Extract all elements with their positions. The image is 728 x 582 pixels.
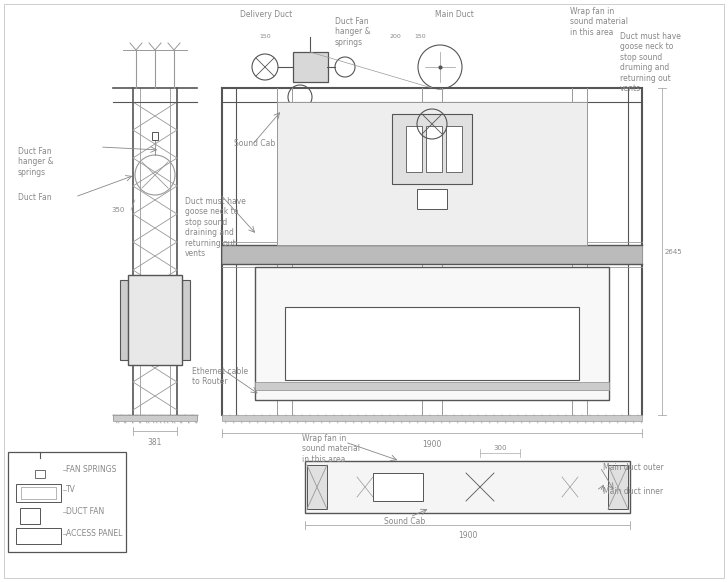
Text: 200: 200	[389, 34, 401, 40]
Bar	[20, 508, 40, 524]
Text: Sound Cab: Sound Cab	[234, 140, 275, 148]
Text: Ethernet cable
to Router: Ethernet cable to Router	[192, 367, 248, 386]
Bar	[392, 114, 472, 184]
Bar	[8, 452, 126, 552]
Bar	[120, 280, 128, 360]
Text: Wrap fan in
sound material
in this area: Wrap fan in sound material in this area	[302, 434, 360, 464]
Bar	[113, 415, 197, 421]
Bar	[417, 189, 447, 209]
Bar	[406, 126, 422, 172]
Bar	[307, 465, 327, 509]
Bar	[373, 473, 423, 501]
Text: 150: 150	[259, 34, 271, 40]
Bar	[136, 352, 174, 362]
Bar	[136, 300, 174, 350]
Bar	[277, 102, 587, 245]
Text: ACCESS PANEL: ACCESS PANEL	[66, 530, 122, 538]
Bar	[152, 132, 158, 140]
Text: TV: TV	[66, 485, 76, 495]
Text: Main duct inner: Main duct inner	[603, 488, 663, 496]
Text: Sound Cab: Sound Cab	[384, 517, 426, 527]
Bar	[182, 280, 190, 360]
Bar	[21, 487, 56, 499]
Bar	[293, 52, 328, 82]
Text: 150: 150	[414, 34, 426, 40]
Text: 300: 300	[494, 445, 507, 451]
Text: 381: 381	[148, 438, 162, 447]
Text: Duct Fan
hanger &
springs: Duct Fan hanger & springs	[18, 147, 54, 177]
Text: Duct Fan: Duct Fan	[18, 193, 52, 201]
Bar	[285, 307, 579, 380]
Bar	[222, 245, 642, 264]
Bar	[16, 484, 61, 502]
Text: Duct Fan
hanger &
springs: Duct Fan hanger & springs	[335, 17, 371, 47]
Bar	[113, 415, 197, 420]
Text: DUCT FAN: DUCT FAN	[66, 508, 104, 516]
Text: Duct must have
goose neck to
stop sound
druming and
returning out
vents: Duct must have goose neck to stop sound …	[620, 32, 681, 93]
Bar	[255, 382, 609, 390]
Text: 1900: 1900	[458, 531, 477, 540]
Text: Duct must have
goose neck to
stop sound
draining and
returning out
vents: Duct must have goose neck to stop sound …	[185, 197, 246, 258]
Text: 1900: 1900	[422, 440, 442, 449]
Text: Main duct outer: Main duct outer	[603, 463, 664, 471]
Bar	[426, 126, 442, 172]
Bar	[446, 126, 462, 172]
Text: Main Duct: Main Duct	[435, 10, 474, 19]
Bar	[128, 275, 182, 365]
Bar	[16, 528, 61, 544]
Bar	[222, 415, 642, 421]
Text: 2645: 2645	[665, 249, 683, 254]
Bar	[608, 465, 628, 509]
Text: Delivery Duct: Delivery Duct	[240, 10, 292, 19]
Bar	[35, 470, 45, 478]
Text: 350: 350	[111, 207, 125, 213]
Bar	[255, 267, 609, 400]
Text: FAN SPRINGS: FAN SPRINGS	[66, 466, 116, 474]
Bar	[305, 461, 630, 513]
Text: Wrap fan in
sound material
in this area: Wrap fan in sound material in this area	[570, 7, 628, 37]
